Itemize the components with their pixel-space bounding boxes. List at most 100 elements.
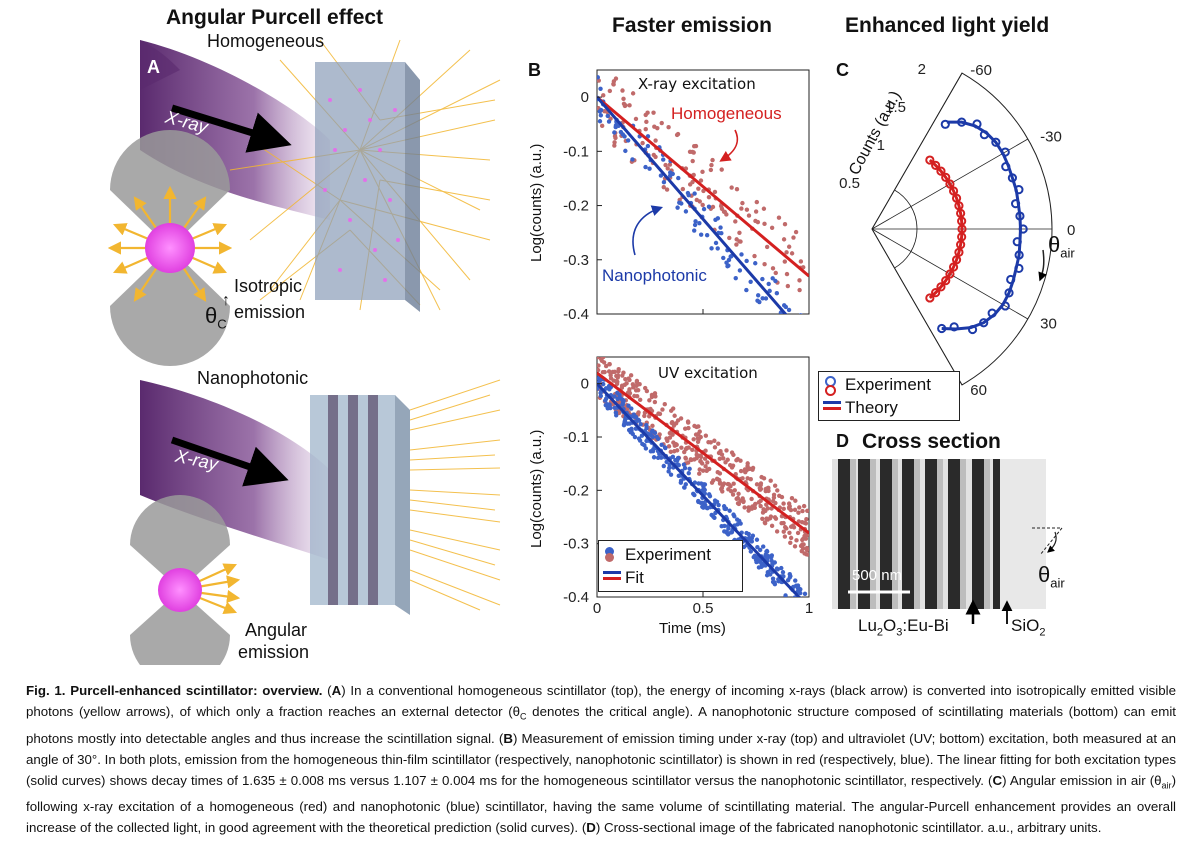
- data-point-homogeneous: [781, 506, 786, 511]
- x-tick-label: 0.5: [693, 600, 714, 617]
- scalebar-label: 500 nm: [852, 567, 903, 584]
- data-point-homogeneous: [738, 468, 744, 474]
- data-point-homogeneous: [622, 103, 628, 109]
- data-point-homogeneous: [734, 458, 739, 463]
- data-point-nanophotonic: [772, 560, 778, 565]
- y-tick-label: -0.4: [563, 306, 589, 323]
- data-point-homogeneous: [621, 96, 626, 102]
- data-point-homogeneous: [698, 178, 704, 183]
- data-point-homogeneous: [775, 488, 780, 493]
- cross-section-image: [832, 459, 1064, 624]
- data-point-homogeneous: [742, 505, 747, 510]
- x-tick-label: 1: [805, 600, 813, 617]
- scintillator-block-top-side: [405, 62, 420, 312]
- data-point-homogeneous: [773, 270, 778, 276]
- data-point-homogeneous: [758, 503, 763, 509]
- y-tick-label: -0.1: [563, 143, 589, 160]
- data-point-homogeneous: [703, 448, 708, 453]
- data-point-homogeneous: [700, 169, 705, 175]
- data-point-homogeneous: [612, 140, 617, 145]
- data-point-homogeneous: [707, 466, 712, 472]
- data-point-nanophotonic: [597, 119, 603, 124]
- data-point-nanophotonic: [685, 190, 691, 196]
- data-point-nanophotonic: [791, 601, 795, 605]
- data-point-nanophotonic: [739, 252, 744, 257]
- panel-d-letter: D: [836, 431, 849, 451]
- data-point-homogeneous: [622, 382, 627, 387]
- data-point-nanophotonic: [617, 392, 622, 398]
- data-point-nanophotonic: [723, 506, 728, 512]
- data-point-nanophotonic: [748, 279, 753, 284]
- b-top-title: X-ray excitation: [638, 75, 756, 93]
- data-point-nanophotonic: [737, 268, 743, 273]
- data-point-homogeneous: [692, 423, 697, 429]
- data-point-homogeneous: [697, 199, 702, 204]
- data-point-homogeneous: [712, 438, 717, 443]
- data-point-homogeneous: [668, 449, 674, 455]
- data-point-nanophotonic: [618, 129, 624, 135]
- data-point-homogeneous: [601, 93, 606, 98]
- theory-curve-homogeneous: [928, 158, 964, 300]
- exp-point-nanophotonic: [1014, 250, 1024, 260]
- data-point-homogeneous: [608, 373, 613, 378]
- exp-point-homogeneous: [945, 269, 955, 279]
- radial-tick-label: 1: [877, 137, 885, 154]
- data-point-nanophotonic: [713, 217, 718, 223]
- b-bottom-title: UV excitation: [658, 364, 758, 382]
- data-point-homogeneous: [682, 449, 687, 455]
- data-point-nanophotonic: [636, 436, 642, 441]
- data-point-nanophotonic: [744, 258, 749, 264]
- data-point-homogeneous: [632, 393, 637, 399]
- data-point-nanophotonic: [704, 233, 710, 238]
- data-point-homogeneous: [735, 495, 741, 501]
- data-point-homogeneous: [781, 529, 786, 534]
- data-point-homogeneous: [805, 508, 809, 513]
- data-point-nanophotonic: [800, 318, 804, 322]
- data-point-nanophotonic: [764, 555, 770, 561]
- data-point-nanophotonic: [706, 492, 712, 497]
- data-point-homogeneous: [781, 501, 786, 506]
- data-point-nanophotonic: [627, 421, 632, 426]
- data-point-homogeneous: [719, 452, 725, 457]
- exp-point-nanophotonic: [1006, 274, 1016, 285]
- data-point-homogeneous: [731, 452, 736, 458]
- data-point-homogeneous: [788, 535, 794, 541]
- data-point-nanophotonic: [658, 455, 664, 460]
- data-point-homogeneous: [717, 481, 723, 486]
- angle-tick-label: -30: [1040, 128, 1062, 145]
- data-point-nanophotonic: [659, 442, 664, 447]
- data-point-nanophotonic: [622, 134, 627, 139]
- data-point-nanophotonic: [749, 539, 755, 544]
- data-point-nanophotonic: [755, 544, 760, 550]
- data-point-nanophotonic: [785, 577, 791, 583]
- chart-b-top: 0 -0.1 -0.2 -0.3 -0.4: [563, 69, 810, 323]
- y-tick-label: 0: [581, 376, 589, 393]
- data-point-homogeneous: [777, 493, 782, 499]
- data-point-nanophotonic: [687, 466, 692, 472]
- sem-light-layer: [870, 459, 876, 609]
- fit-line-homogeneous: [597, 371, 809, 535]
- chart-c-polar: -60 -30 0 30 60 0.5 1 1.5 2: [839, 61, 1075, 399]
- data-point-nanophotonic: [697, 221, 702, 226]
- data-point-nanophotonic: [612, 130, 617, 135]
- data-point-homogeneous: [791, 525, 797, 530]
- data-point-nanophotonic: [651, 455, 657, 460]
- data-point-nanophotonic: [675, 462, 680, 467]
- isotropic-diagram: [107, 130, 233, 366]
- data-point-nanophotonic: [626, 403, 631, 408]
- data-point-homogeneous: [797, 505, 802, 510]
- data-point-nanophotonic: [668, 170, 673, 175]
- data-point-nanophotonic: [612, 394, 617, 399]
- data-point-homogeneous: [708, 167, 714, 173]
- data-point-homogeneous: [693, 143, 699, 149]
- data-point-nanophotonic: [677, 200, 682, 205]
- data-point-homogeneous: [674, 442, 679, 448]
- exp-point-nanophotonic: [991, 137, 1001, 147]
- data-point-nanophotonic: [701, 486, 707, 492]
- exp-point-homogeneous: [945, 179, 955, 189]
- data-point-nanophotonic: [774, 566, 780, 571]
- data-point-homogeneous: [633, 388, 639, 393]
- data-point-nanophotonic: [631, 412, 637, 417]
- data-point-homogeneous: [771, 495, 777, 500]
- data-point-homogeneous: [674, 132, 680, 138]
